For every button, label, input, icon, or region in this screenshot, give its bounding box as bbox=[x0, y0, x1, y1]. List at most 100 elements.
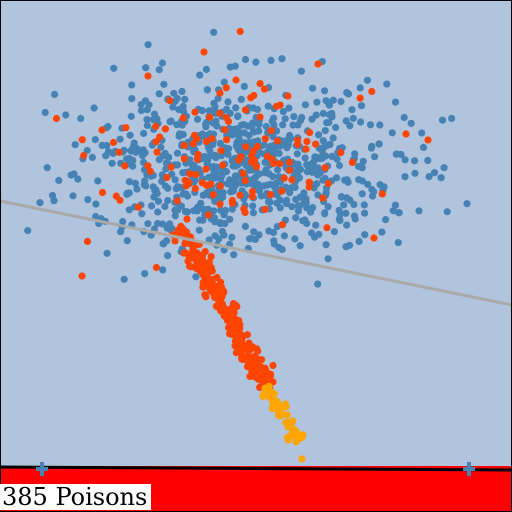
blue-point bbox=[159, 266, 167, 274]
poison-point bbox=[239, 169, 247, 177]
poison-point bbox=[207, 253, 215, 261]
blue-point bbox=[158, 59, 166, 67]
blue-point bbox=[210, 99, 218, 107]
blue-point bbox=[337, 193, 346, 201]
poison-point bbox=[241, 177, 249, 185]
blue-point bbox=[202, 65, 210, 73]
poison-point bbox=[248, 367, 256, 376]
blue-point bbox=[376, 121, 384, 129]
blue-point bbox=[220, 78, 228, 86]
poison-point bbox=[252, 354, 260, 362]
blue-point bbox=[332, 123, 340, 132]
poison-point bbox=[324, 179, 332, 188]
blue-point bbox=[395, 209, 403, 217]
poison-point bbox=[173, 197, 181, 205]
poison-point bbox=[222, 84, 230, 92]
poison-point bbox=[254, 347, 262, 355]
blue-point bbox=[324, 255, 332, 263]
plus-handle-icon[interactable] bbox=[36, 462, 48, 476]
poison-point bbox=[191, 108, 199, 116]
poison-point bbox=[256, 113, 264, 121]
blue-point bbox=[325, 118, 333, 126]
blue-point bbox=[267, 56, 275, 64]
blue-point bbox=[222, 105, 231, 113]
blue-point bbox=[164, 196, 172, 205]
blue-point bbox=[297, 67, 305, 75]
blue-point bbox=[351, 150, 359, 158]
blue-point bbox=[343, 221, 351, 229]
blue-point bbox=[305, 161, 313, 169]
poison-point bbox=[83, 237, 92, 245]
blue-point bbox=[170, 89, 178, 97]
poison-point bbox=[231, 342, 239, 350]
blue-point bbox=[315, 131, 323, 139]
poison-point bbox=[216, 109, 224, 117]
blue-point bbox=[448, 114, 456, 122]
poison-point bbox=[223, 136, 231, 144]
poison-point bbox=[368, 87, 376, 96]
blue-point bbox=[175, 132, 183, 140]
plus-handle-icon[interactable] bbox=[463, 462, 475, 476]
poison-point-highlight bbox=[298, 455, 306, 463]
blue-point bbox=[104, 148, 113, 156]
blue-point bbox=[257, 192, 265, 200]
blue-point bbox=[94, 177, 102, 185]
blue-point bbox=[152, 186, 160, 194]
blue-point bbox=[224, 150, 232, 158]
blue-point bbox=[463, 200, 471, 208]
poison-point bbox=[216, 182, 224, 190]
poison-point bbox=[212, 302, 220, 310]
poison-point bbox=[303, 137, 311, 146]
poison-point bbox=[203, 137, 211, 145]
poison-point bbox=[243, 353, 252, 361]
poison-point bbox=[249, 147, 257, 155]
blue-point bbox=[148, 202, 156, 210]
poison-point bbox=[236, 27, 244, 36]
poison-point bbox=[236, 191, 244, 199]
poison-point bbox=[80, 151, 88, 160]
blue-point bbox=[269, 173, 277, 181]
poison-point bbox=[273, 137, 282, 145]
poison-point bbox=[152, 122, 160, 130]
blue-point bbox=[129, 143, 137, 151]
blue-point bbox=[250, 228, 258, 236]
poison-point bbox=[210, 290, 219, 298]
blue-point bbox=[140, 129, 148, 137]
blue-point bbox=[138, 210, 146, 218]
blue-point bbox=[283, 144, 291, 152]
poison-point bbox=[248, 193, 256, 201]
poison-point bbox=[178, 230, 186, 238]
poison-point bbox=[302, 145, 310, 153]
poison-point bbox=[294, 140, 302, 148]
blue-point bbox=[342, 209, 350, 217]
blue-point bbox=[275, 149, 283, 157]
poison-point bbox=[78, 136, 86, 144]
blue-point bbox=[286, 189, 294, 197]
poison-point bbox=[228, 196, 236, 205]
blue-point bbox=[159, 240, 167, 248]
poison-point bbox=[221, 126, 229, 134]
blue-point bbox=[169, 103, 177, 111]
blue-point bbox=[133, 185, 141, 193]
blue-point bbox=[214, 94, 222, 103]
blue-point bbox=[363, 76, 371, 84]
blue-point bbox=[128, 95, 136, 103]
blue-point bbox=[155, 66, 163, 74]
decision-boundary-line[interactable] bbox=[0, 199, 512, 307]
blue-point bbox=[36, 199, 44, 207]
poison-point bbox=[314, 60, 322, 68]
blue-point bbox=[137, 106, 145, 115]
blue-point bbox=[205, 107, 213, 115]
blue-point bbox=[207, 175, 216, 183]
blue-point bbox=[193, 207, 201, 215]
poison-point bbox=[244, 363, 252, 371]
blue-point bbox=[351, 215, 359, 223]
poison-point-highlight bbox=[276, 407, 284, 415]
blue-point bbox=[358, 190, 366, 198]
poison-point bbox=[206, 113, 214, 121]
poison-point bbox=[217, 278, 225, 286]
blue-point bbox=[194, 115, 202, 123]
blue-point bbox=[336, 210, 344, 218]
